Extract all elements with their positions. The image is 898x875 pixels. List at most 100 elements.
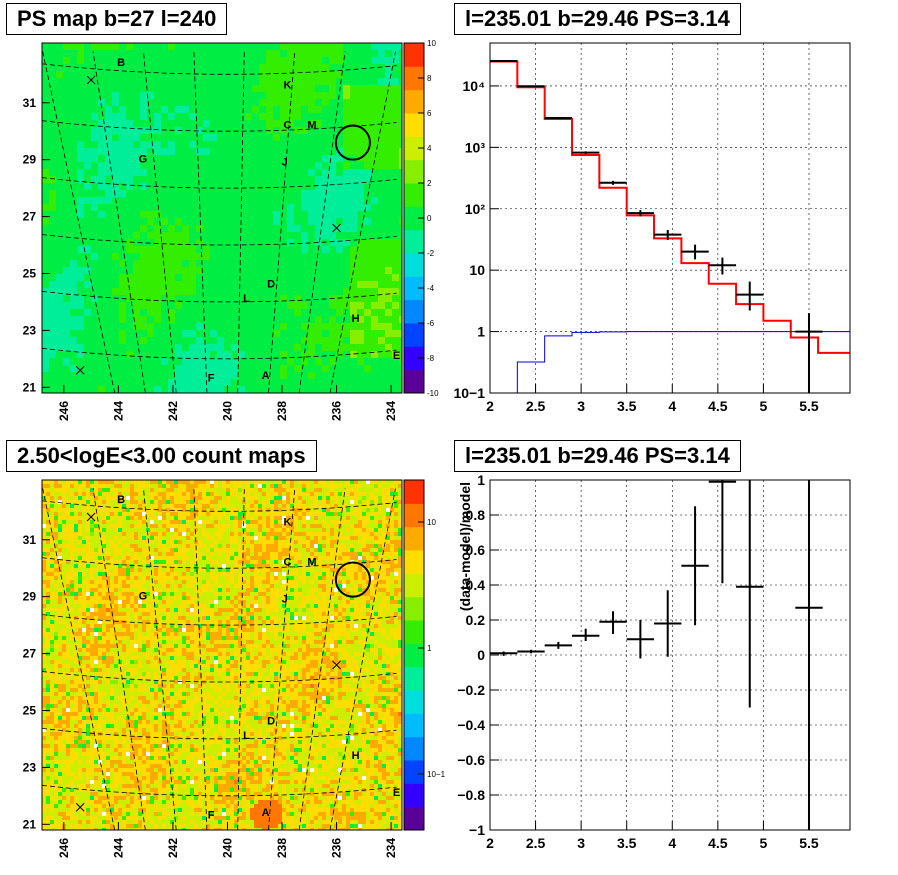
data-point [572, 151, 600, 154]
data-point [681, 506, 709, 626]
colorbar-tick-label: 10 [427, 518, 436, 527]
y-tick-label: 23 [23, 760, 37, 774]
source-label-D: D [267, 716, 275, 728]
x-tick-label: 3.5 [617, 835, 637, 851]
y-axis-label: (data-model)/model [457, 482, 473, 611]
source-label-K: K [283, 517, 291, 529]
data-point [736, 480, 764, 708]
y-tick-label: 10−1 [453, 385, 485, 401]
data-point [795, 313, 823, 393]
parallel-line [41, 784, 397, 797]
meridian-line [329, 488, 396, 831]
x-tick-label: 246 [57, 401, 71, 421]
x-tick-label: 242 [166, 838, 180, 858]
cross-marker [332, 223, 341, 233]
data-point [654, 590, 682, 657]
y-tick-label: 31 [23, 96, 37, 110]
x-tick-label: 244 [111, 401, 125, 421]
source-label-E: E [393, 787, 400, 799]
data-point [599, 180, 627, 185]
source-label-H: H [352, 750, 360, 762]
x-tick-label: 3.5 [617, 398, 637, 414]
x-tick-label: 4 [668, 398, 676, 414]
colorbar-step [404, 66, 424, 91]
cross-marker [75, 365, 85, 375]
meridian-line [42, 488, 116, 831]
target-circle [334, 561, 371, 598]
data-point [517, 649, 545, 654]
x-tick-label: 4 [668, 835, 676, 851]
plot-panel-1: 2 2.5 3 3.5 4 4.5 5 5.5 10−1 1 10 10² 10³ 10⁴ [453, 42, 851, 414]
x-tick-label: 242 [166, 401, 180, 421]
source-label-M: M [307, 556, 316, 568]
data-point [708, 480, 737, 584]
source-label-E: E [393, 350, 400, 362]
source-label-A: A [262, 807, 270, 819]
meridian-line [237, 488, 245, 831]
source-label-J: J [282, 156, 288, 168]
data-point [626, 620, 655, 659]
data-points [490, 480, 823, 830]
colorbar-step [404, 136, 424, 161]
meridian-line [193, 488, 208, 831]
coordinate-grid [41, 488, 397, 831]
y-tick-label: 10³ [465, 139, 486, 155]
x-tick-label: 234 [384, 401, 398, 421]
x-tick-label: 5.5 [799, 835, 819, 851]
colorbar-tick-label: 1 [427, 644, 432, 653]
cross-marker [86, 75, 96, 85]
x-tick-label: 2.5 [526, 835, 546, 851]
colorbar-tick-label: 8 [427, 74, 432, 83]
parallel-line [41, 500, 397, 512]
colorbar-step [404, 760, 424, 784]
colorbar-step [404, 229, 424, 254]
parallel-line [41, 728, 397, 740]
y-tick-label: 1 [477, 472, 485, 488]
colorbar-step [404, 113, 424, 137]
y-tick-label: 0.8 [466, 507, 486, 523]
source-label-C: C [283, 119, 291, 131]
colorbar-step [404, 596, 424, 621]
colorbar-step [404, 503, 424, 528]
y-tick-label: −0.2 [457, 682, 485, 698]
colorbar-step [404, 806, 424, 831]
parallel-line [41, 291, 397, 303]
meridian-line [298, 488, 346, 831]
colorbar-step [404, 690, 424, 714]
y-tick-label: 1 [477, 324, 485, 340]
colorbar-tick-label: -4 [427, 284, 435, 293]
colorbar-step [404, 643, 424, 668]
title-ps-map: PS map b=27 l=240 [6, 3, 228, 35]
colorbar-step [404, 206, 424, 231]
colorbar-step [404, 526, 424, 551]
parallel-line [41, 234, 397, 246]
y-tick-label: 21 [23, 817, 37, 831]
parallel-line [41, 63, 397, 75]
y-tick-label: 0.6 [466, 542, 486, 558]
colorbar: 10 8 6 4 2 0 -2 -4 -6 -8 -10 [403, 39, 439, 398]
x-tick-label: 234 [384, 838, 398, 858]
data-point [490, 59, 518, 62]
source-label-A: A [262, 370, 270, 382]
x-tick-label: 236 [330, 401, 344, 421]
y-tick-label: 25 [23, 703, 37, 717]
heatmap-cells [42, 43, 402, 393]
data-point [490, 651, 518, 656]
x-tick-label: 2 [486, 835, 494, 851]
x-tick-label: 236 [330, 838, 344, 858]
colorbar-tick-label: 0 [427, 214, 432, 223]
cross-marker [332, 660, 341, 670]
y-tick-label: 0.4 [466, 577, 486, 593]
colorbar-step [404, 276, 424, 301]
colorbar-frame [403, 479, 425, 831]
colorbar-step [404, 736, 424, 761]
colorbar-tick-label: -2 [427, 249, 435, 258]
x-tick-label: 244 [111, 838, 125, 858]
x-tick-label: 5 [760, 398, 768, 414]
data-point [572, 628, 600, 641]
parallel-line [41, 120, 397, 132]
y-tick-label: 10⁴ [463, 78, 486, 94]
colorbar-step [404, 480, 424, 504]
